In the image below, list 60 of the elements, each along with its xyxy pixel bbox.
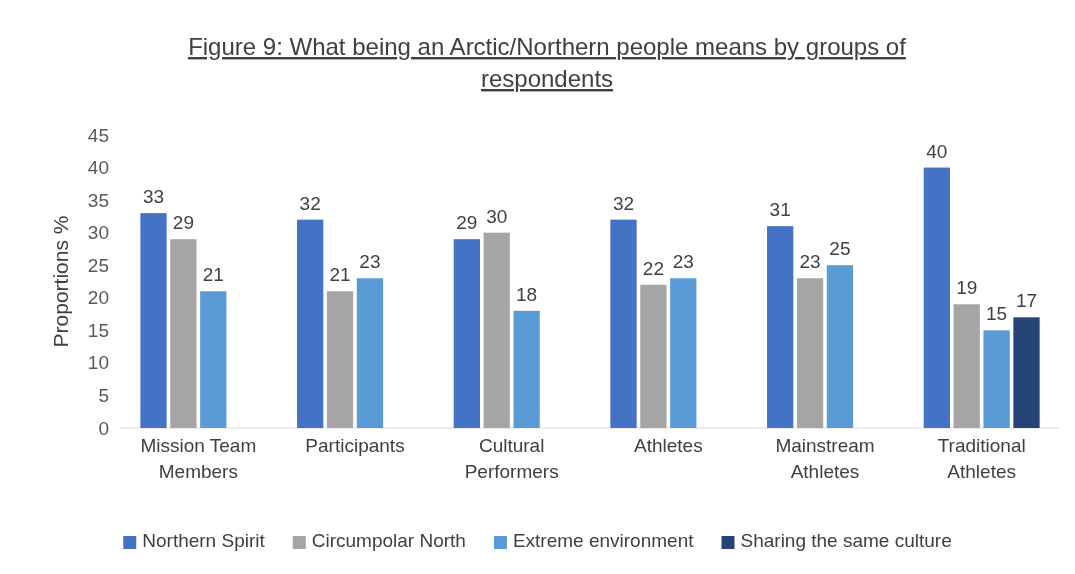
y-tick-label: 15 (87, 319, 109, 341)
data-label: 33 (142, 186, 165, 208)
data-label: 23 (799, 251, 821, 273)
y-tick-label: 45 (87, 124, 109, 146)
bar (1013, 317, 1040, 428)
x-tick-label: Athletes (634, 434, 703, 456)
data-label: 25 (829, 238, 851, 260)
data-label: 32 (612, 192, 635, 214)
x-tick-label: Traditional Athletes (937, 434, 1026, 482)
bar (670, 278, 697, 428)
legend-label: Sharing the same culture (740, 530, 952, 551)
y-tick-label: 10 (87, 352, 109, 374)
x-tick-label: Mainstream Athletes (775, 434, 875, 482)
data-label: 23 (672, 251, 694, 273)
bar (140, 213, 167, 428)
y-tick-label: 5 (98, 385, 109, 407)
data-label: 23 (359, 251, 381, 273)
x-tick-label: Mission Team Members (140, 434, 257, 482)
bar (610, 219, 637, 428)
bar (953, 304, 980, 428)
bar (767, 226, 794, 428)
bar (826, 265, 854, 428)
data-label: 21 (202, 264, 224, 286)
bar (453, 239, 480, 428)
bar (356, 278, 384, 428)
y-axis-title: Proportions % (49, 215, 72, 348)
data-label: 32 (299, 192, 321, 214)
bar (796, 278, 824, 428)
x-tick-label: Participants (305, 434, 405, 456)
data-label: 21 (329, 264, 351, 286)
data-label: 31 (769, 199, 791, 221)
bar (483, 232, 510, 428)
legend-label: Northern Spirit (142, 530, 266, 551)
data-label: 17 (1015, 290, 1038, 312)
bar (513, 310, 540, 428)
bar (326, 291, 354, 428)
bar (297, 219, 324, 428)
y-tick-label: 35 (87, 189, 109, 211)
y-tick-label: 25 (87, 254, 109, 276)
data-label: 22 (642, 257, 664, 279)
data-label: 15 (986, 303, 1008, 325)
y-tick-label: 20 (87, 287, 109, 309)
data-label: 18 (516, 283, 538, 305)
y-tick-label: 30 (87, 222, 109, 244)
bar (983, 330, 1010, 428)
bar (170, 239, 197, 428)
y-tick-label: 40 (87, 157, 109, 179)
x-tick-label: Cultural Performers (464, 434, 559, 482)
bar (200, 291, 227, 428)
chart-title: Figure 9: What being an Arctic/Northern people means by groups of respondents (188, 33, 907, 92)
data-label: 29 (172, 212, 194, 234)
data-label: 19 (956, 277, 978, 299)
data-label: 29 (456, 212, 478, 234)
data-label: 30 (486, 205, 508, 227)
y-tick-label: 0 (98, 417, 109, 439)
legend-label: Circumpolar North (311, 530, 466, 551)
legend-label: Extreme environment (512, 530, 695, 551)
bar (923, 167, 950, 428)
bar (640, 284, 667, 428)
data-label: 40 (926, 140, 948, 162)
